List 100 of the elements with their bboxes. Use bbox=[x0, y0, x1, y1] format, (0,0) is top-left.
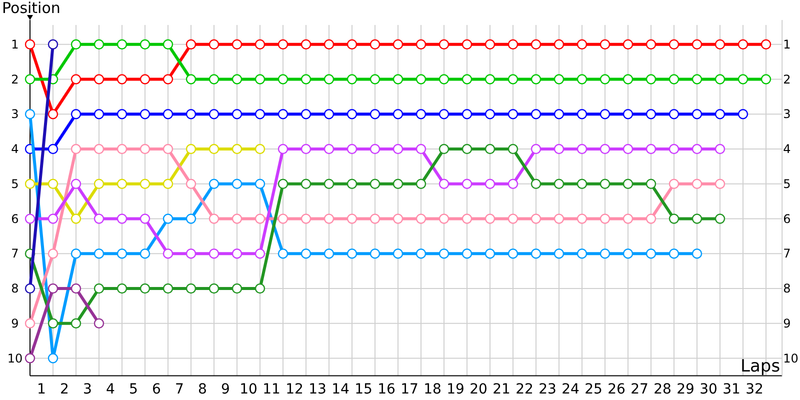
x-tick-label: 25 bbox=[584, 382, 602, 398]
point bbox=[530, 248, 542, 259]
point bbox=[600, 74, 610, 84]
point bbox=[208, 178, 220, 189]
point bbox=[116, 214, 128, 224]
point bbox=[116, 109, 128, 120]
point bbox=[692, 109, 702, 120]
point bbox=[324, 39, 334, 50]
point bbox=[622, 178, 634, 189]
point bbox=[70, 214, 82, 224]
point bbox=[70, 318, 82, 328]
point bbox=[140, 39, 150, 50]
point bbox=[692, 248, 702, 259]
y-axis-title: Position bbox=[2, 0, 60, 17]
point bbox=[162, 283, 174, 294]
point bbox=[646, 144, 656, 154]
point bbox=[116, 178, 128, 189]
y-tick-label: 3 bbox=[11, 107, 19, 122]
x-tick-label: 24 bbox=[562, 382, 580, 398]
y-tick-label: 1 bbox=[11, 37, 19, 52]
point bbox=[416, 144, 426, 154]
point bbox=[554, 144, 564, 154]
point bbox=[554, 248, 564, 259]
point bbox=[622, 214, 634, 224]
x-axis-title: Laps bbox=[740, 356, 780, 377]
point bbox=[70, 39, 82, 50]
point bbox=[714, 39, 726, 50]
point bbox=[24, 178, 36, 189]
point bbox=[94, 283, 104, 294]
point bbox=[646, 248, 656, 259]
point bbox=[600, 144, 610, 154]
point bbox=[738, 109, 748, 120]
point bbox=[392, 248, 404, 259]
point bbox=[48, 353, 58, 364]
point bbox=[186, 214, 196, 224]
point bbox=[438, 248, 450, 259]
point bbox=[554, 178, 564, 189]
point bbox=[300, 74, 312, 84]
y-tick-label: 4 bbox=[11, 142, 19, 156]
point bbox=[94, 248, 104, 259]
point bbox=[462, 178, 472, 189]
point bbox=[70, 109, 82, 120]
point bbox=[48, 109, 58, 120]
point bbox=[254, 214, 266, 224]
point bbox=[668, 214, 680, 224]
point bbox=[462, 39, 472, 50]
point bbox=[668, 109, 680, 120]
point bbox=[576, 74, 588, 84]
point bbox=[600, 39, 610, 50]
point bbox=[278, 39, 288, 50]
point bbox=[714, 144, 726, 154]
point bbox=[186, 109, 196, 120]
point bbox=[530, 109, 542, 120]
point bbox=[600, 178, 610, 189]
point bbox=[94, 178, 104, 189]
point bbox=[300, 248, 312, 259]
y-tick-label: 8 bbox=[11, 282, 19, 296]
point bbox=[530, 214, 542, 224]
point bbox=[162, 178, 174, 189]
point bbox=[600, 109, 610, 120]
point bbox=[232, 74, 242, 84]
point bbox=[668, 178, 680, 189]
point bbox=[576, 248, 588, 259]
point bbox=[300, 144, 312, 154]
point bbox=[232, 178, 242, 189]
point bbox=[484, 144, 496, 154]
point bbox=[254, 283, 266, 294]
point bbox=[186, 248, 196, 259]
point bbox=[70, 144, 82, 154]
point bbox=[278, 109, 288, 120]
point bbox=[140, 178, 150, 189]
point bbox=[370, 178, 380, 189]
point bbox=[208, 39, 220, 50]
point bbox=[24, 109, 36, 120]
point bbox=[370, 144, 380, 154]
point bbox=[646, 214, 656, 224]
x-tick-label: 15 bbox=[354, 382, 372, 398]
point bbox=[484, 248, 496, 259]
point bbox=[668, 248, 680, 259]
point bbox=[416, 74, 426, 84]
point bbox=[646, 109, 656, 120]
x-tick-label: 3 bbox=[83, 382, 92, 398]
point bbox=[48, 178, 58, 189]
x-tick-label: 21 bbox=[492, 382, 510, 398]
point bbox=[162, 144, 174, 154]
y2-tick-label: 9 bbox=[783, 316, 791, 330]
point bbox=[24, 74, 36, 84]
point bbox=[438, 109, 450, 120]
point bbox=[438, 178, 450, 189]
point bbox=[392, 39, 404, 50]
point bbox=[232, 39, 242, 50]
x-tick-label: 2 bbox=[60, 382, 69, 398]
point bbox=[324, 109, 334, 120]
point bbox=[462, 214, 472, 224]
point bbox=[48, 144, 58, 154]
x-tick-label: 29 bbox=[676, 382, 694, 398]
y2-tick-label: 8 bbox=[783, 282, 791, 296]
point bbox=[254, 39, 266, 50]
y-tick-label: 7 bbox=[11, 246, 19, 261]
point bbox=[622, 144, 634, 154]
